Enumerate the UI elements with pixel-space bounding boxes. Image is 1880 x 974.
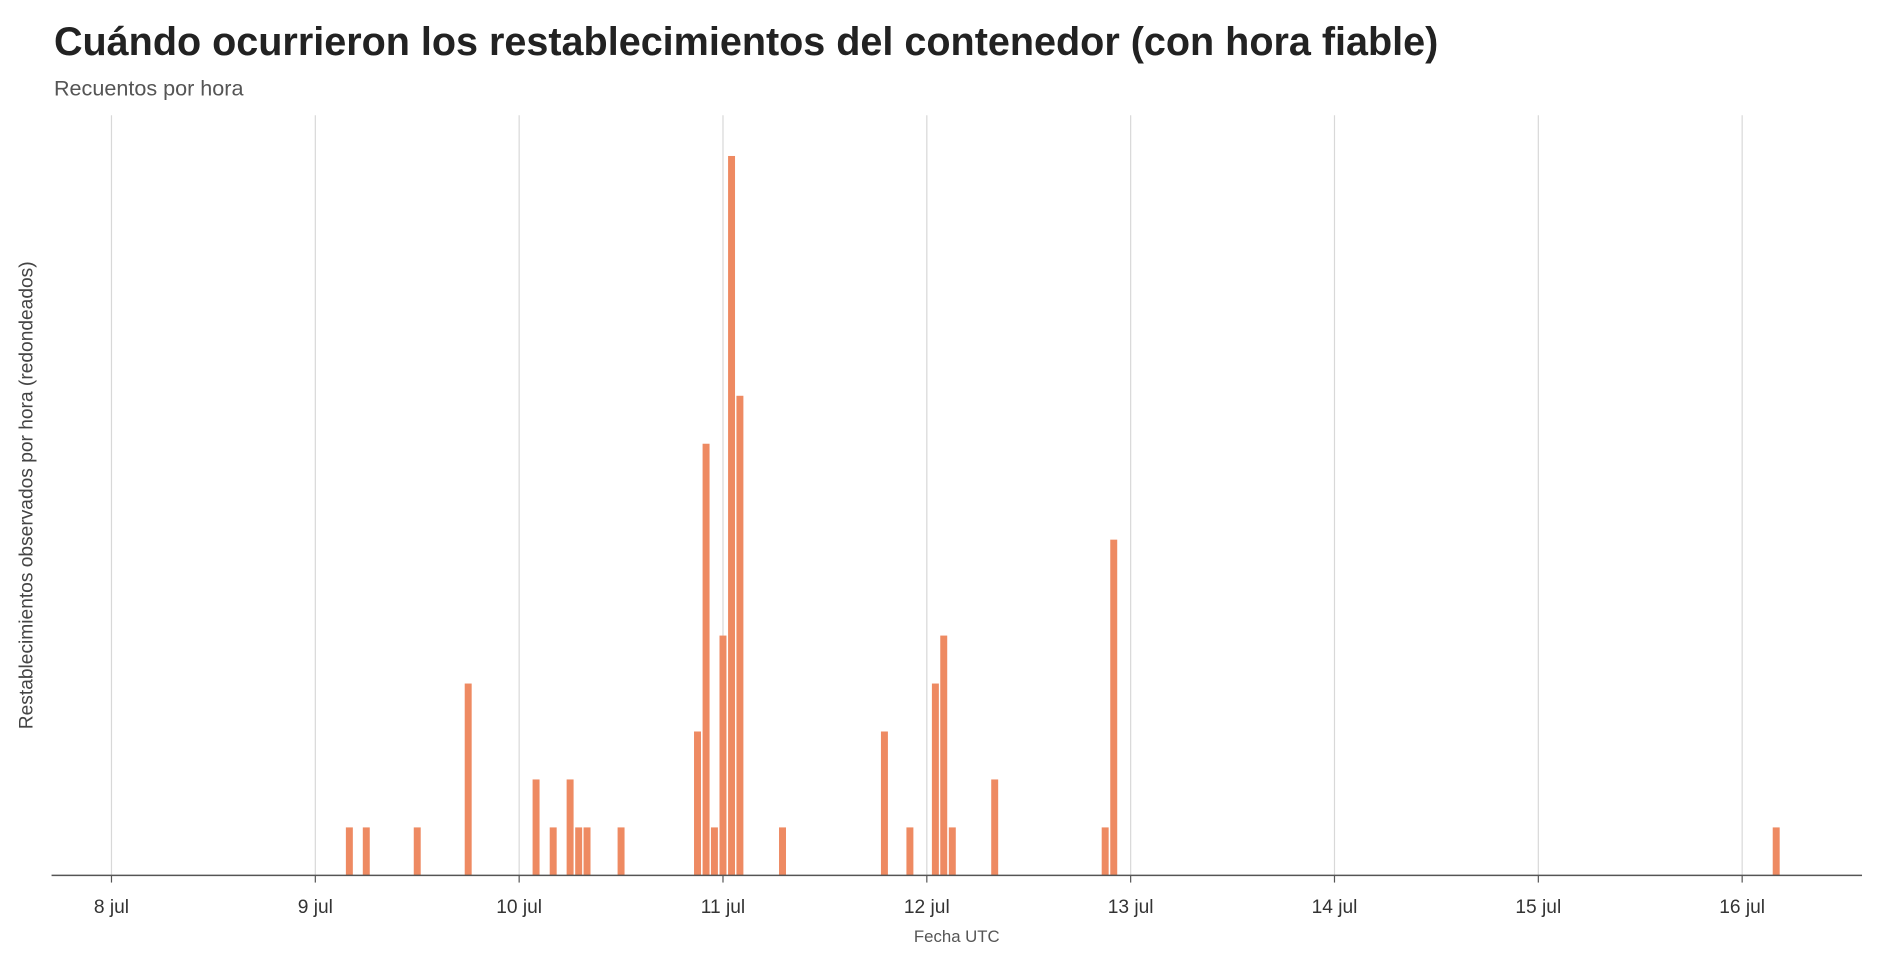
bar — [880, 731, 888, 876]
bar — [728, 155, 736, 876]
bar — [575, 827, 583, 876]
bar — [931, 683, 939, 876]
bar — [413, 827, 421, 876]
bar — [906, 827, 914, 876]
chart-subtitle: Recuentos por hora — [54, 76, 244, 101]
bar — [719, 635, 727, 876]
bar — [1101, 827, 1109, 876]
bar — [566, 779, 574, 876]
bar — [617, 827, 625, 876]
x-tick-label: 11 jul — [701, 897, 745, 918]
x-tick-label: 9 jul — [298, 897, 333, 918]
bar — [736, 395, 744, 876]
bar — [779, 827, 786, 876]
y-axis-label: Restablecimientos observados por hora (r… — [17, 261, 38, 729]
bar — [549, 827, 557, 876]
bar — [940, 635, 948, 876]
x-tick-label: 14 jul — [1312, 897, 1358, 918]
x-tick-label: 16 jul — [1719, 897, 1765, 918]
x-tick-label: 13 jul — [1108, 897, 1154, 918]
bar — [362, 827, 370, 876]
bar — [702, 443, 710, 876]
bar — [1110, 539, 1118, 876]
bar — [464, 683, 472, 876]
bar — [1772, 827, 1780, 876]
bar — [532, 779, 540, 876]
bar — [991, 779, 999, 876]
x-axis-label: Fecha UTC — [914, 927, 1000, 946]
x-tick-label: 12 jul — [904, 897, 950, 918]
bar — [710, 827, 718, 876]
bar — [345, 827, 353, 876]
x-tick-label: 8 jul — [94, 897, 129, 918]
bar — [583, 827, 591, 876]
x-tick-label: 10 jul — [496, 897, 542, 918]
x-tick-label: 15 jul — [1515, 897, 1561, 918]
chart-title: Cuándo ocurrieron los restablecimientos … — [54, 20, 1438, 64]
bar — [694, 731, 701, 876]
bar — [948, 827, 956, 876]
